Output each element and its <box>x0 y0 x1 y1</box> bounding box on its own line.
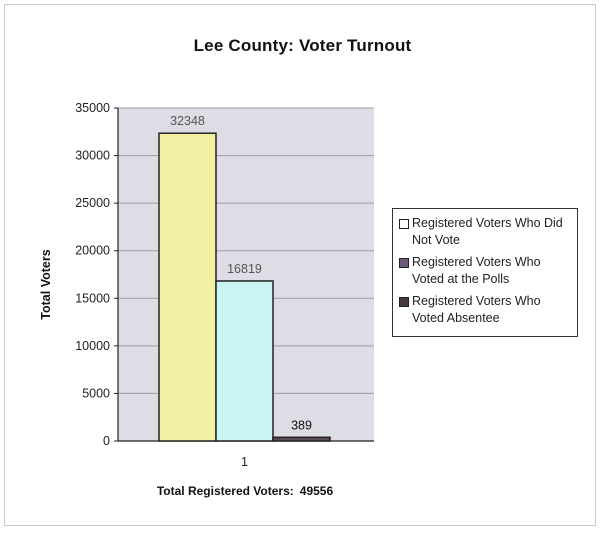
y-tick-label: 5000 <box>82 386 110 400</box>
y-tick-label: 35000 <box>75 101 110 115</box>
legend-label-voted-absentee: Registered Voters Who Voted Absentee <box>412 294 541 325</box>
total-registered-value: 49556 <box>299 484 334 498</box>
legend-item-voted-absentee: Registered Voters Who Voted Absentee <box>399 293 573 327</box>
chart-legend: Registered Voters Who Did Not Vote Regis… <box>392 208 578 337</box>
y-tick-label: 30000 <box>75 149 110 163</box>
data-label: 16819 <box>227 262 262 276</box>
chart-title: Lee County: Voter Turnout <box>193 36 412 55</box>
total-registered-voters: Total Registered Voters: 49556 <box>0 484 490 498</box>
legend-label-did-not-vote: Registered Voters Who Did Not Vote <box>412 216 563 247</box>
y-tick-label: 10000 <box>75 339 110 353</box>
data-label: 32348 <box>170 114 205 128</box>
legend-swatch-voted-absentee <box>399 297 409 307</box>
legend-swatch-voted-at-polls <box>399 258 409 268</box>
legend-item-voted-at-polls: Registered Voters Who Voted at the Polls <box>399 254 573 288</box>
y-tick-label: 25000 <box>75 196 110 210</box>
legend-item-did-not-vote: Registered Voters Who Did Not Vote <box>399 215 573 249</box>
y-tick-label: 0 <box>103 434 110 448</box>
legend-swatch-did-not-vote <box>399 219 409 229</box>
bar-voted-absentee <box>272 436 331 442</box>
bar-voted-at-polls <box>215 280 274 442</box>
total-registered-label: Total Registered Voters: <box>156 484 294 498</box>
x-tick-label: 1 <box>241 455 248 469</box>
y-tick-label: 20000 <box>75 244 110 258</box>
y-axis-title: Total Voters <box>39 249 53 319</box>
y-tick-label: 15000 <box>75 291 110 305</box>
legend-label-voted-at-polls: Registered Voters Who Voted at the Polls <box>412 255 541 286</box>
data-label: 389 <box>291 418 312 432</box>
bar-did-not-vote <box>158 132 217 442</box>
